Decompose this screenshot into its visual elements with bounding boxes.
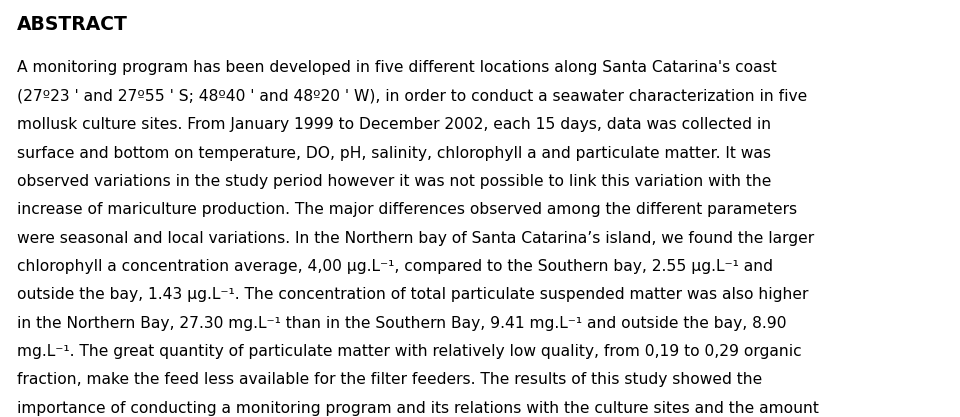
- Text: increase of mariculture production. The major differences observed among the dif: increase of mariculture production. The …: [17, 202, 798, 217]
- Text: fraction, make the feed less available for the filter feeders. The results of th: fraction, make the feed less available f…: [17, 372, 762, 387]
- Text: mollusk culture sites. From January 1999 to December 2002, each 15 days, data wa: mollusk culture sites. From January 1999…: [17, 117, 772, 132]
- Text: A monitoring program has been developed in five different locations along Santa : A monitoring program has been developed …: [17, 60, 777, 75]
- Text: observed variations in the study period however it was not possible to link this: observed variations in the study period …: [17, 174, 772, 189]
- Text: importance of conducting a monitoring program and its relations with the culture: importance of conducting a monitoring pr…: [17, 401, 819, 416]
- Text: outside the bay, 1.43 μg.L⁻¹. The concentration of total particulate suspended m: outside the bay, 1.43 μg.L⁻¹. The concen…: [17, 287, 808, 302]
- Text: (27º23 ' and 27º55 ' S; 48º40 ' and 48º20 ' W), in order to conduct a seawater c: (27º23 ' and 27º55 ' S; 48º40 ' and 48º2…: [17, 89, 807, 104]
- Text: surface and bottom on temperature, DO, pH, salinity, chlorophyll a and particula: surface and bottom on temperature, DO, p…: [17, 146, 771, 161]
- Text: mg.L⁻¹. The great quantity of particulate matter with relatively low quality, fr: mg.L⁻¹. The great quantity of particulat…: [17, 344, 802, 359]
- Text: chlorophyll a concentration average, 4,00 μg.L⁻¹, compared to the Southern bay, : chlorophyll a concentration average, 4,0…: [17, 259, 774, 274]
- Text: in the Northern Bay, 27.30 mg.L⁻¹ than in the Southern Bay, 9.41 mg.L⁻¹ and outs: in the Northern Bay, 27.30 mg.L⁻¹ than i…: [17, 316, 787, 331]
- Text: were seasonal and local variations. In the Northern bay of Santa Catarina’s isla: were seasonal and local variations. In t…: [17, 231, 814, 246]
- Text: ABSTRACT: ABSTRACT: [17, 15, 128, 34]
